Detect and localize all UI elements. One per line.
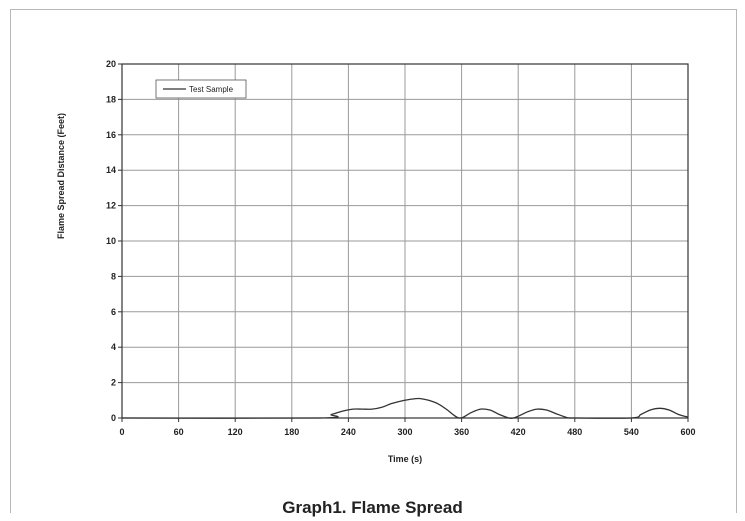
x-tick-label: 600 — [680, 427, 695, 437]
y-tick-label: 14 — [106, 165, 116, 175]
legend-box — [155, 79, 247, 99]
y-tick-label: 18 — [106, 94, 116, 104]
x-tick-label: 60 — [174, 427, 184, 437]
y-tick-label: 4 — [111, 342, 116, 352]
x-tick-label: 300 — [397, 427, 412, 437]
x-tick-label: 420 — [511, 427, 526, 437]
x-tick-label: 480 — [567, 427, 582, 437]
x-tick-label: 120 — [228, 427, 243, 437]
y-tick-label: 12 — [106, 201, 116, 211]
chart-frame — [10, 9, 737, 513]
y-tick-label: 20 — [106, 59, 116, 69]
y-tick-label: 6 — [111, 307, 116, 317]
y-tick-label: 8 — [111, 271, 116, 281]
y-tick-label: 2 — [111, 378, 116, 388]
y-tick-label: 10 — [106, 236, 116, 246]
x-tick-label: 180 — [284, 427, 299, 437]
series-line — [121, 397, 689, 419]
x-tick-label: 0 — [119, 427, 124, 437]
y-tick-label: 0 — [111, 413, 116, 423]
y-tick-label: 16 — [106, 130, 116, 140]
x-tick-label: 240 — [341, 427, 356, 437]
y-axis-label: Flame Spread Distance (Feet) — [56, 113, 66, 239]
x-axis-label: Time (s) — [388, 454, 422, 464]
x-tick-label: 360 — [454, 427, 469, 437]
legend-label: Test Sample — [189, 85, 234, 94]
graph-caption: Graph1. Flame Spread — [282, 498, 463, 517]
x-tick-label: 540 — [624, 427, 639, 437]
